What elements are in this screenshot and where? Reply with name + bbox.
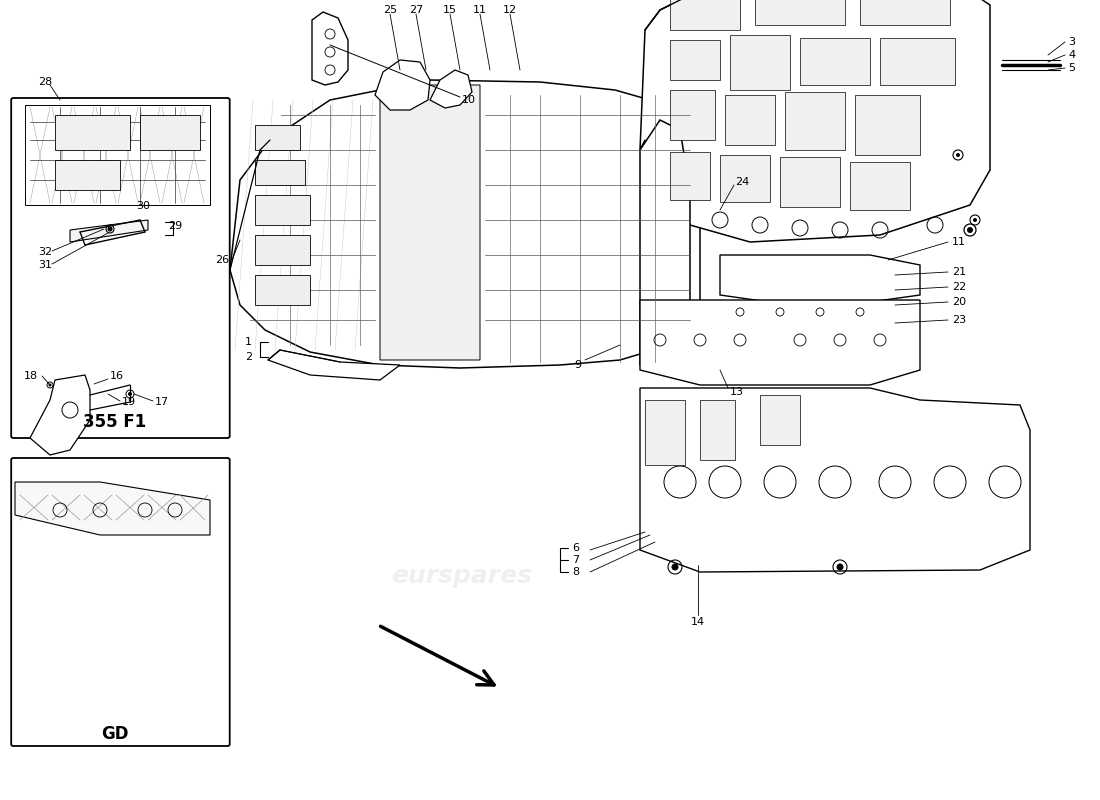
Polygon shape (255, 235, 310, 265)
Circle shape (956, 153, 960, 157)
Text: 14: 14 (691, 617, 705, 627)
FancyBboxPatch shape (11, 98, 230, 438)
Polygon shape (725, 95, 775, 145)
Text: 26: 26 (214, 255, 229, 265)
Text: 8: 8 (572, 567, 579, 577)
Polygon shape (375, 60, 430, 110)
Circle shape (974, 218, 977, 222)
Polygon shape (255, 160, 305, 185)
Text: 2: 2 (245, 352, 252, 362)
Polygon shape (855, 95, 920, 155)
Polygon shape (785, 92, 845, 150)
Polygon shape (140, 115, 200, 150)
Text: 24: 24 (735, 177, 749, 187)
Polygon shape (670, 90, 715, 140)
Polygon shape (640, 120, 690, 372)
Text: eurspares: eurspares (392, 244, 532, 268)
Polygon shape (255, 195, 310, 225)
Text: 30: 30 (136, 201, 150, 211)
Text: 9: 9 (574, 360, 582, 370)
Polygon shape (268, 350, 400, 380)
Circle shape (128, 392, 132, 396)
Circle shape (671, 563, 679, 570)
Circle shape (108, 227, 112, 231)
Circle shape (48, 383, 52, 386)
Text: eurspares: eurspares (645, 404, 785, 428)
Polygon shape (55, 115, 130, 150)
Polygon shape (55, 160, 120, 190)
Polygon shape (880, 38, 955, 85)
Polygon shape (379, 85, 480, 360)
Text: 11: 11 (952, 237, 966, 247)
Polygon shape (850, 162, 910, 210)
Text: 20: 20 (952, 297, 966, 307)
Polygon shape (720, 255, 920, 305)
Text: 27: 27 (409, 5, 424, 15)
Text: 12: 12 (503, 5, 517, 15)
Text: 1: 1 (245, 337, 252, 347)
Text: 16: 16 (110, 371, 124, 381)
Text: 15: 15 (443, 5, 456, 15)
Polygon shape (640, 388, 1030, 572)
Text: 22: 22 (952, 282, 966, 292)
Polygon shape (730, 35, 790, 90)
Text: 7: 7 (572, 555, 579, 565)
Polygon shape (780, 157, 840, 207)
Polygon shape (312, 12, 348, 85)
Text: 6: 6 (572, 543, 579, 553)
Text: eurspares: eurspares (645, 164, 785, 188)
Text: 32: 32 (39, 247, 52, 257)
Text: eurspares: eurspares (392, 564, 532, 588)
Circle shape (967, 227, 974, 233)
Polygon shape (640, 0, 990, 242)
Text: 5: 5 (1068, 63, 1075, 73)
Polygon shape (720, 155, 770, 202)
Polygon shape (755, 0, 845, 25)
Text: 3: 3 (1068, 37, 1075, 47)
Text: 17: 17 (155, 397, 169, 407)
Polygon shape (645, 400, 685, 465)
Text: 25: 25 (383, 5, 397, 15)
Polygon shape (430, 70, 472, 108)
Polygon shape (760, 395, 800, 445)
Polygon shape (25, 105, 210, 205)
Text: 23: 23 (952, 315, 966, 325)
Polygon shape (670, 0, 740, 30)
Polygon shape (70, 220, 148, 242)
Text: 13: 13 (730, 387, 744, 397)
Polygon shape (640, 300, 920, 385)
Polygon shape (700, 400, 735, 460)
Polygon shape (860, 0, 950, 25)
Text: 19: 19 (122, 397, 136, 407)
Polygon shape (255, 275, 310, 305)
Text: 10: 10 (462, 95, 476, 105)
Circle shape (836, 563, 844, 570)
FancyBboxPatch shape (11, 458, 230, 746)
Polygon shape (30, 375, 90, 455)
Text: 28: 28 (39, 77, 53, 87)
Polygon shape (670, 40, 720, 80)
Polygon shape (800, 38, 870, 85)
Polygon shape (230, 80, 700, 368)
Text: 4: 4 (1068, 50, 1075, 60)
Polygon shape (15, 482, 210, 535)
Polygon shape (255, 125, 300, 150)
Polygon shape (670, 152, 710, 200)
Text: 355 F1: 355 F1 (82, 414, 146, 431)
Text: 11: 11 (473, 5, 487, 15)
Text: 29: 29 (168, 221, 183, 231)
Text: 18: 18 (24, 371, 38, 381)
Text: 31: 31 (39, 260, 52, 270)
Text: GD: GD (101, 725, 128, 742)
Text: 21: 21 (952, 267, 966, 277)
